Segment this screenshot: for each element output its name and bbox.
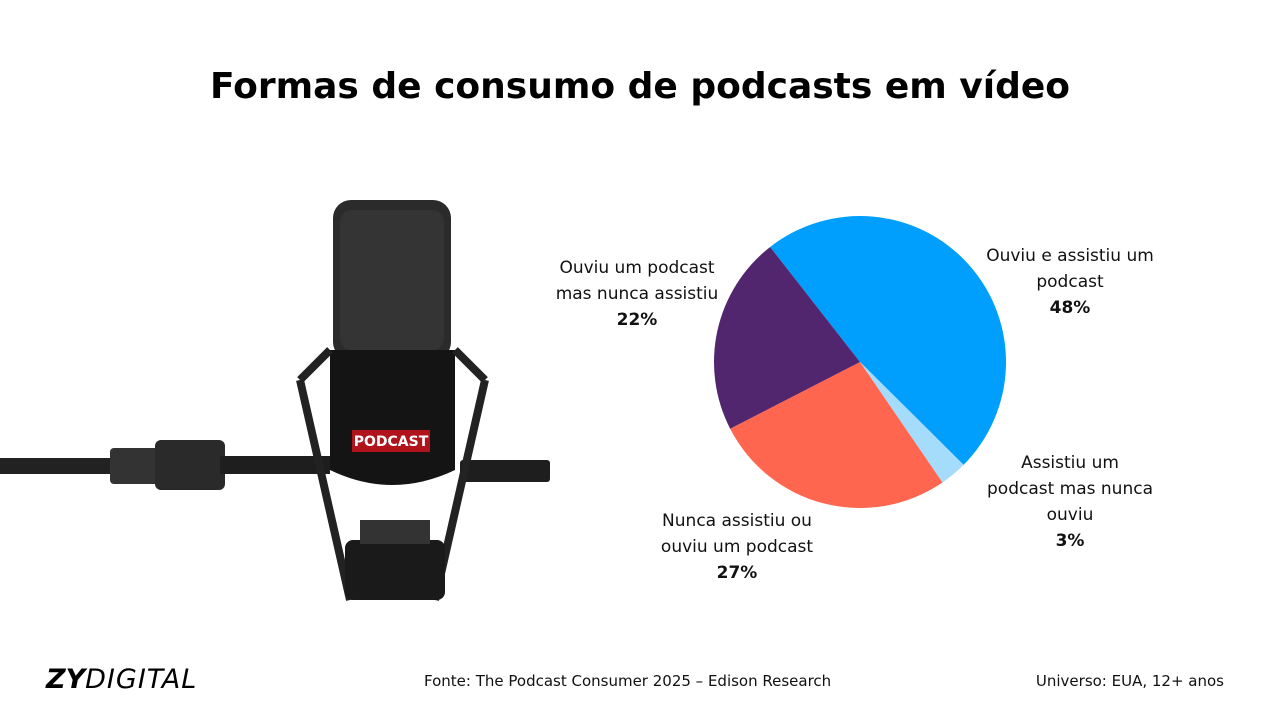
- mic-label: PODCAST: [354, 434, 429, 450]
- universe: Universo: EUA, 12+ anos: [1035, 672, 1224, 690]
- slice-value: 48%: [1049, 298, 1091, 318]
- slice-name: Nunca assistiu ou ouviu um podcast: [660, 511, 814, 557]
- slice-value: 27%: [716, 563, 758, 583]
- microphone: PODCAST: [0, 200, 550, 601]
- pie-slice: [860, 362, 964, 483]
- logo-light: DIGITAL: [85, 664, 198, 695]
- logo-bold: ZY: [46, 664, 86, 695]
- pie-slice: [713, 246, 860, 429]
- slice-label: Ouviu e assistiu um podcast 48%: [985, 243, 1155, 321]
- slice-name: Assistiu um podcast mas nunca ouviu: [987, 453, 1153, 525]
- slice-label: Assistiu um podcast mas nunca ouviu 3%: [985, 450, 1155, 554]
- chart-title: Formas de consumo de podcasts em vídeo: [209, 66, 1071, 107]
- slice-value: 3%: [1055, 531, 1085, 551]
- slice-label: Nunca assistiu ou ouviu um podcast 27%: [652, 508, 822, 586]
- logo: ZYDIGITAL: [46, 664, 197, 695]
- pie-slice: [730, 362, 943, 508]
- source: Fonte: The Podcast Consumer 2025 – Ediso…: [424, 672, 832, 690]
- slice-value: 22%: [616, 310, 658, 330]
- slice-name: Ouviu e assistiu um podcast: [986, 246, 1154, 292]
- pie: [713, 216, 1006, 508]
- slice-label: Ouviu um podcast mas nunca assistiu 22%: [552, 255, 722, 333]
- pie-slice: [770, 216, 1006, 465]
- slice-name: Ouviu um podcast mas nunca assistiu: [555, 258, 719, 304]
